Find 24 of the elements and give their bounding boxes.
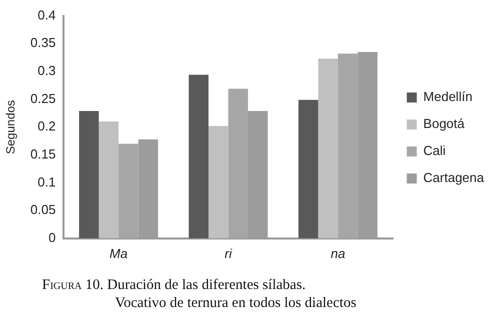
legend-label: Medellín (423, 89, 472, 104)
y-tick-label: 0.05 (30, 202, 56, 218)
legend-label: Cali (423, 143, 446, 158)
y-tick-label: 0.3 (38, 63, 56, 78)
y-tick-label: 0.4 (38, 7, 56, 22)
y-tick-label: 0.15 (30, 146, 56, 162)
legend-label: Bogotá (423, 116, 466, 132)
text: Figura 10. Duración de las diferentes sílabas. Vocativo de ternura en todos los dialectos (41, 276, 358, 312)
y-tick-label: 0.25 (30, 90, 56, 106)
bar (298, 100, 318, 238)
bar (208, 126, 228, 238)
bar (318, 58, 338, 238)
bar (98, 122, 119, 238)
y-axis-title: Segundos (4, 100, 18, 154)
x-tick-label: na (330, 246, 346, 261)
bar (188, 74, 208, 238)
y-tick-label: 0.2 (38, 118, 56, 134)
x-tick-label: Ma (110, 246, 128, 261)
bar (79, 110, 99, 238)
y-tick-label: 0.35 (30, 35, 56, 50)
legend-label: Cartagena (423, 170, 485, 186)
y-tick-label: 0 (48, 230, 56, 245)
y-tick-label: 0.1 (38, 174, 56, 190)
x-tick-label: ri (224, 246, 233, 261)
